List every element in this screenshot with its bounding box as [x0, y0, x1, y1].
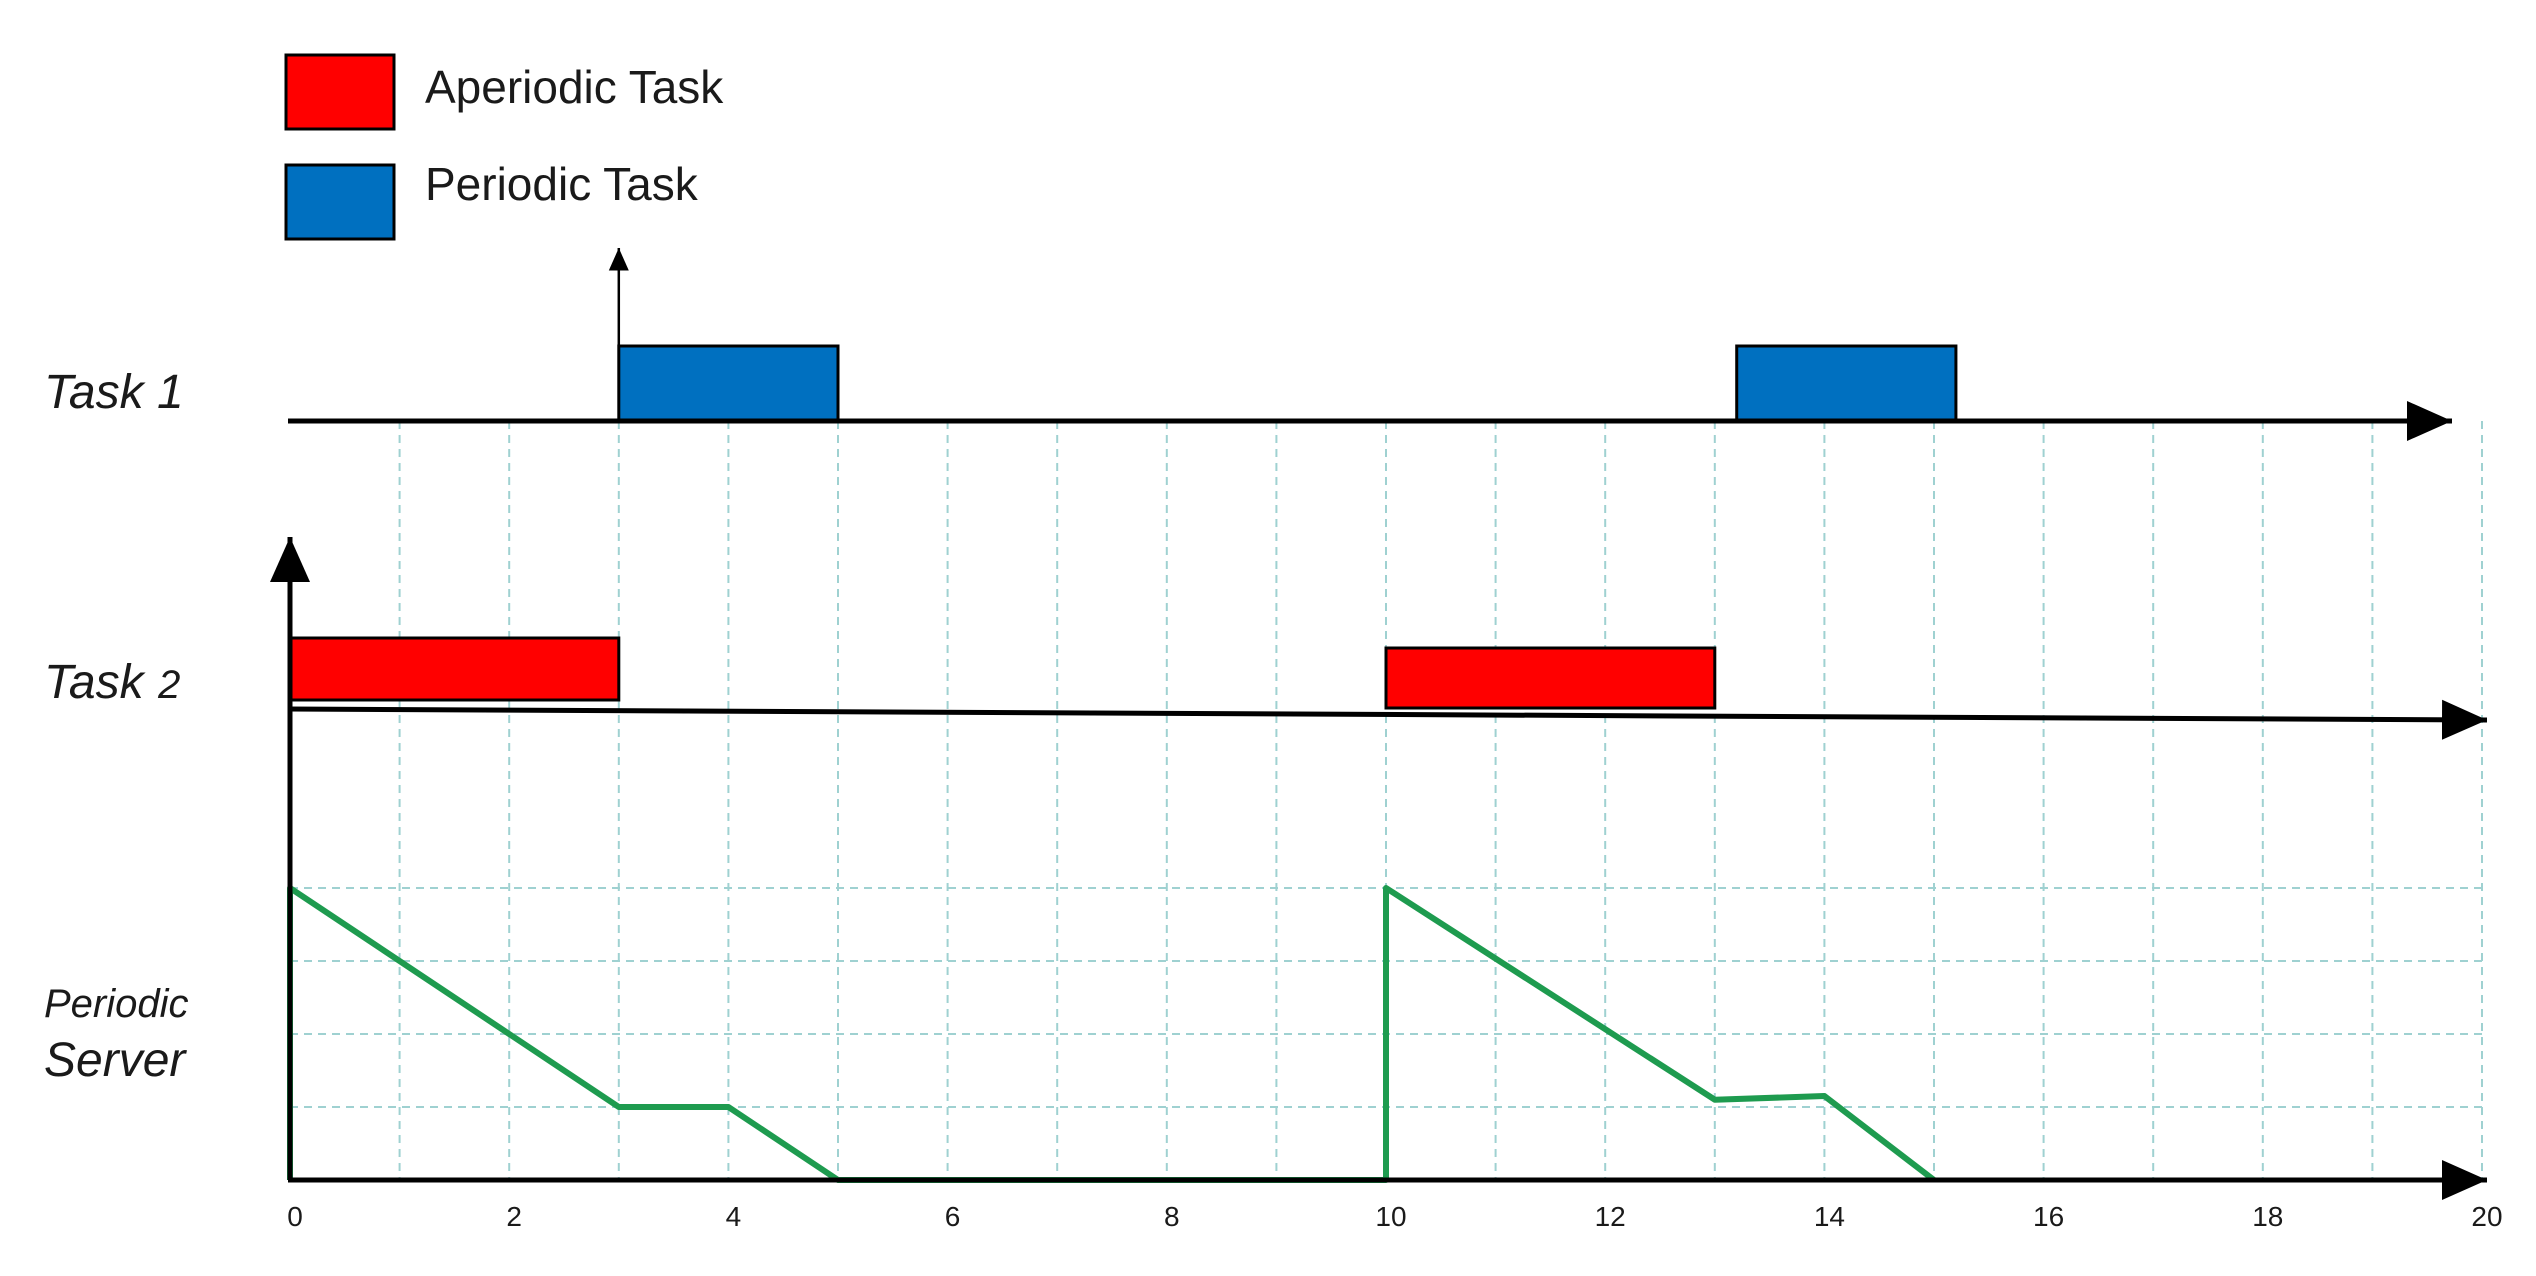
x-tick-label: 12: [1595, 1201, 1626, 1232]
row-label-server-line1: Periodic: [44, 982, 189, 1026]
row-label-task2: Task 2: [44, 656, 180, 709]
x-tick-label: 0: [287, 1201, 303, 1232]
task2-block: [290, 638, 619, 700]
task1-block: [619, 346, 838, 421]
row-label-task2-main: Task: [44, 656, 147, 709]
x-tick-label: 16: [2033, 1201, 2064, 1232]
legend-swatch-aperiodic: [286, 55, 394, 129]
x-tick-label: 14: [1814, 1201, 1845, 1232]
legend: Aperiodic Task Periodic Task: [286, 55, 724, 239]
row-label-task2-num: 2: [157, 663, 180, 707]
x-tick-label: 10: [1375, 1201, 1406, 1232]
x-tick-label: 8: [1164, 1201, 1180, 1232]
legend-label-aperiodic: Aperiodic Task: [425, 61, 724, 113]
x-tick-label: 20: [2471, 1201, 2502, 1232]
x-tick-labels: 0 2 4 6 8 10 12 14 16 18 20: [287, 1201, 2502, 1232]
x-tick-label: 6: [945, 1201, 961, 1232]
x-tick-label: 2: [506, 1201, 522, 1232]
task2-block: [1386, 648, 1715, 708]
marks: [290, 346, 1956, 1180]
legend-label-periodic: Periodic Task: [425, 158, 699, 210]
x-tick-label: 18: [2252, 1201, 2283, 1232]
row-label-server-line2: Server: [44, 1034, 187, 1087]
task1-block: [1737, 346, 1956, 421]
row-label-task1: Task 1: [44, 366, 184, 419]
legend-swatch-periodic: [286, 165, 394, 239]
server-capacity-line: [290, 888, 1934, 1180]
x-tick-label: 4: [726, 1201, 742, 1232]
